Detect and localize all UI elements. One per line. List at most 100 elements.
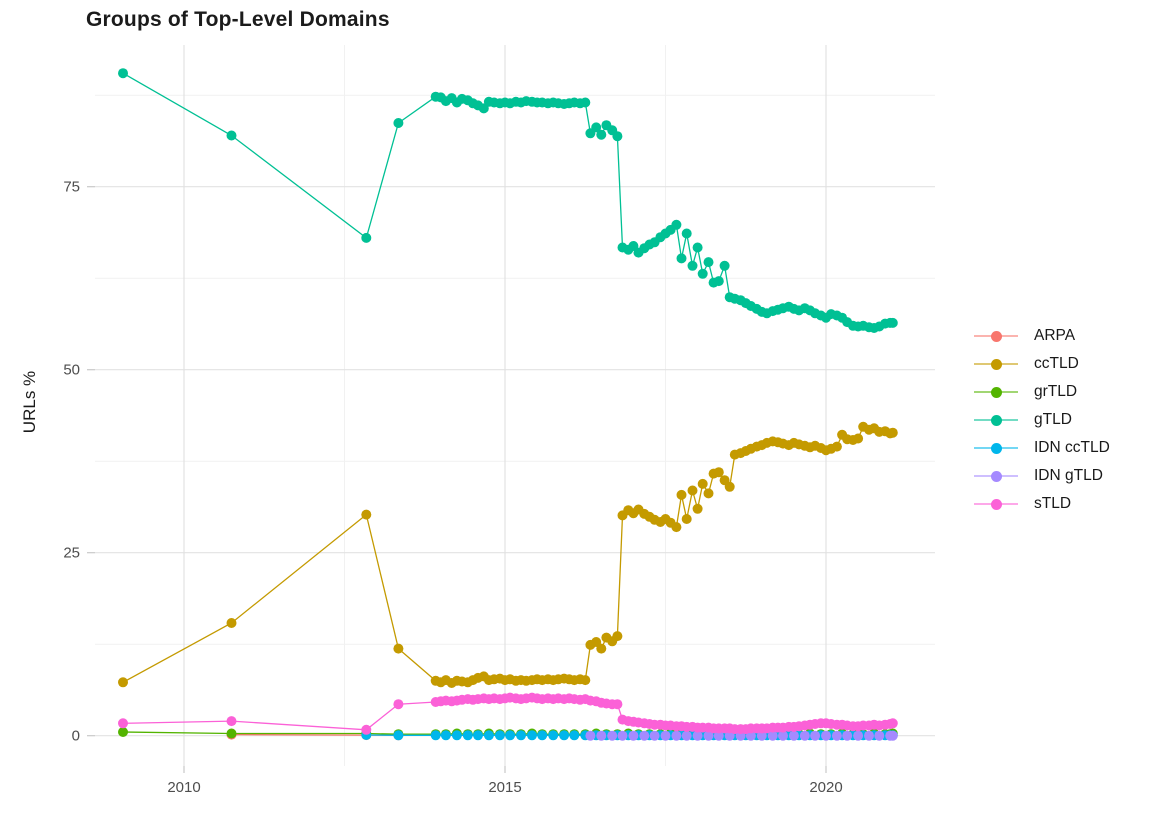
data-point — [569, 730, 580, 741]
data-point — [671, 219, 682, 230]
data-point — [451, 730, 462, 741]
data-point — [692, 503, 703, 514]
data-point — [226, 716, 237, 727]
legend-key-icon — [974, 385, 1018, 399]
data-point — [703, 730, 714, 741]
legend-item-sTLD: sTLD — [974, 490, 1110, 518]
data-point — [788, 730, 799, 741]
data-point — [226, 618, 237, 628]
data-point — [361, 232, 372, 243]
y-tick-label: 0 — [72, 728, 80, 745]
legend-key-icon — [974, 413, 1018, 427]
data-point — [874, 730, 885, 741]
data-point — [617, 730, 628, 741]
series-lines — [122, 72, 893, 737]
data-point — [505, 730, 516, 741]
data-point — [649, 730, 660, 741]
data-point — [393, 699, 404, 710]
data-point — [713, 467, 724, 478]
legend-dot-icon — [991, 415, 1002, 426]
legend-dot-icon — [991, 443, 1002, 454]
data-point — [537, 730, 548, 741]
data-point — [681, 514, 692, 524]
x-tick-label: 2015 — [488, 779, 521, 796]
legend-label: IDN ccTLD — [1034, 439, 1110, 456]
data-point — [462, 730, 473, 741]
legend-key-icon — [974, 441, 1018, 455]
data-point — [226, 728, 237, 739]
data-point — [473, 730, 483, 741]
data-point — [118, 718, 128, 729]
data-point — [671, 522, 682, 533]
data-point — [393, 643, 404, 654]
data-point — [778, 730, 788, 741]
y-tick-label: 50 — [63, 362, 80, 379]
series-points-sTLD — [118, 692, 898, 735]
data-point — [361, 724, 372, 735]
legend-dot-icon — [991, 471, 1002, 482]
legend-dot-icon — [991, 499, 1002, 510]
data-point — [612, 631, 623, 642]
data-point — [713, 730, 724, 741]
data-point — [692, 242, 703, 253]
data-point — [681, 730, 692, 741]
series-line-gTLD — [122, 72, 893, 329]
legend-item-IDN-gTLD: IDN gTLD — [974, 462, 1110, 490]
data-point — [687, 260, 698, 271]
data-point — [756, 730, 767, 741]
data-point — [724, 481, 735, 492]
y-tick-label: 25 — [63, 545, 80, 562]
series-points-gTLD — [118, 68, 898, 333]
legend-key-icon — [974, 357, 1018, 371]
data-point — [612, 131, 623, 142]
data-point — [719, 260, 730, 271]
legend-key-icon — [974, 329, 1018, 343]
data-point — [612, 699, 623, 710]
data-point — [799, 730, 810, 741]
data-point — [697, 268, 708, 279]
legend-label: IDN gTLD — [1034, 467, 1103, 484]
data-point — [118, 727, 128, 737]
data-point — [864, 730, 874, 741]
data-point — [393, 730, 404, 741]
legend-item-gTLD: gTLD — [974, 406, 1110, 434]
data-point — [596, 730, 607, 741]
data-point — [676, 489, 687, 500]
axis-labels: 0 25 50 75 2010 2015 2020 — [63, 179, 842, 796]
data-point — [440, 730, 451, 741]
legend-item-ARPA: ARPA — [974, 322, 1110, 350]
data-point — [660, 730, 671, 741]
legend-label: sTLD — [1034, 495, 1072, 512]
gridlines-minor — [95, 45, 935, 766]
legend-key-icon — [974, 497, 1018, 511]
data-point — [703, 488, 714, 499]
data-point — [671, 730, 682, 741]
data-point — [887, 427, 898, 438]
legend-label: ARPA — [1034, 327, 1076, 344]
chart-title: Groups of Top-Level Domains — [86, 8, 390, 31]
data-point — [831, 441, 842, 452]
legend-dot-icon — [991, 359, 1002, 370]
data-point — [810, 730, 821, 741]
legend-key-icon — [974, 469, 1018, 483]
data-point — [842, 730, 853, 741]
axis-ticks — [87, 186, 827, 773]
data-point — [681, 228, 692, 239]
legend-dot-icon — [991, 331, 1002, 342]
legend-item-ccTLD: ccTLD — [974, 350, 1110, 378]
data-point — [548, 730, 559, 741]
gridlines-major — [95, 45, 935, 766]
data-point — [483, 730, 494, 741]
data-point — [821, 730, 831, 741]
series-points — [118, 68, 898, 741]
data-point — [887, 718, 898, 729]
legend-label: ccTLD — [1034, 355, 1079, 372]
data-point — [713, 276, 724, 287]
data-point — [853, 730, 864, 741]
data-point — [516, 730, 526, 741]
data-point — [596, 643, 607, 654]
data-point — [697, 478, 708, 489]
legend-item-IDN-ccTLD: IDN ccTLD — [974, 434, 1110, 462]
